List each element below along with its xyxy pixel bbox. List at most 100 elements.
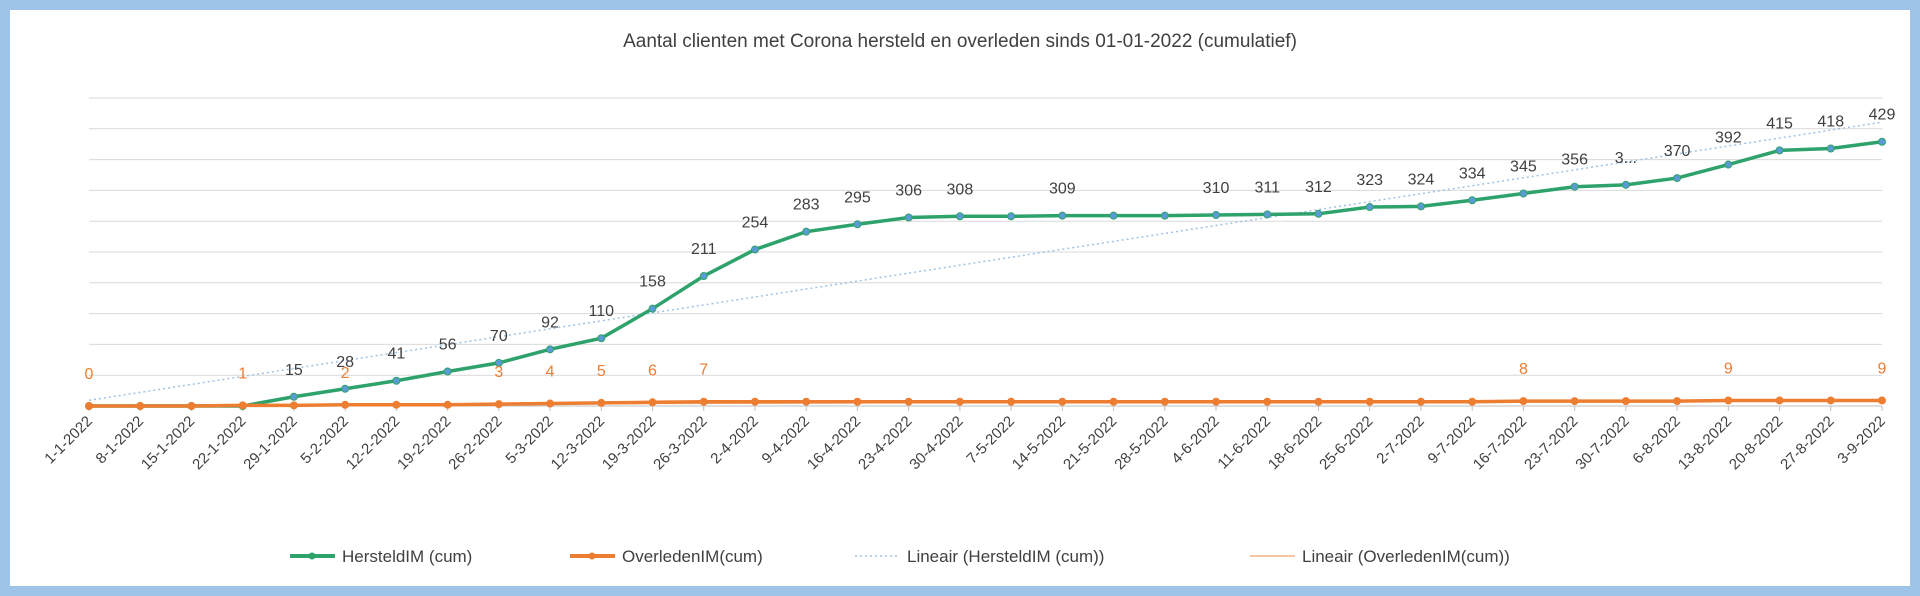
data-label: 310: [1203, 180, 1230, 197]
data-point: [1365, 397, 1374, 406]
data-label: 70: [490, 328, 508, 345]
data-point: [1314, 397, 1323, 406]
data-point: [1212, 211, 1221, 220]
data-point: [1468, 196, 1477, 205]
data-point: [1212, 397, 1221, 406]
data-label: 9: [1724, 360, 1733, 377]
data-label: 356: [1561, 152, 1588, 169]
data-point: [1365, 203, 1374, 212]
data-label: 283: [793, 197, 820, 214]
data-label: 254: [742, 215, 769, 232]
data-label: 418: [1817, 114, 1844, 131]
data-point: [1263, 397, 1272, 406]
data-point: [289, 401, 298, 410]
data-point: [904, 213, 913, 222]
data-point: [1621, 180, 1630, 189]
data-label: 56: [439, 337, 457, 354]
data-label: 323: [1356, 172, 1383, 189]
data-label: 308: [947, 181, 974, 198]
data-point: [699, 397, 708, 406]
data-point: [699, 272, 708, 281]
series-line: [89, 398, 1882, 408]
data-label: 5: [597, 363, 606, 380]
data-point: [1109, 211, 1118, 220]
data-point: [341, 400, 350, 409]
legend-marker: [588, 552, 596, 560]
data-point: [648, 304, 657, 313]
data-point: [1160, 211, 1169, 220]
legend-label: Lineair (HersteldIM (cum)): [907, 547, 1104, 566]
data-point: [955, 397, 964, 406]
data-label: 309: [1049, 181, 1076, 198]
data-label: 92: [541, 314, 559, 331]
data-label: 7: [699, 362, 708, 379]
data-point: [1007, 397, 1016, 406]
legend-label: OverledenIM(cum): [622, 547, 763, 566]
data-point: [597, 398, 606, 407]
data-point: [1416, 397, 1425, 406]
data-point: [1570, 397, 1579, 406]
data-point: [802, 227, 811, 236]
data-point: [1775, 146, 1784, 155]
data-point: [648, 398, 657, 407]
data-label: 15: [285, 362, 303, 379]
legend-label: HersteldIM (cum): [342, 547, 472, 566]
data-point: [392, 376, 401, 385]
data-label: 110: [589, 303, 615, 320]
data-point: [494, 358, 503, 367]
data-label: 4: [546, 364, 555, 381]
data-label: 334: [1459, 165, 1486, 182]
data-point: [750, 397, 759, 406]
data-point: [1519, 189, 1528, 198]
data-point: [392, 400, 401, 409]
data-label: 2: [341, 365, 350, 382]
data-point: [546, 345, 555, 354]
data-label: 9: [1878, 360, 1887, 377]
data-point: [1878, 137, 1886, 146]
data-point: [1775, 396, 1784, 405]
data-point: [1058, 397, 1067, 406]
data-point: [853, 220, 862, 229]
data-point: [85, 402, 93, 410]
data-point: [443, 367, 452, 376]
data-label: 0: [85, 366, 94, 383]
data-label: 295: [844, 189, 871, 206]
data-label: 6: [648, 362, 657, 379]
data-point: [238, 401, 247, 410]
data-point: [1826, 144, 1835, 153]
data-point: [1263, 210, 1272, 219]
legend-marker: [308, 552, 316, 560]
data-point: [136, 402, 145, 410]
data-label: 158: [639, 274, 666, 291]
data-point: [289, 392, 298, 401]
data-label: 312: [1305, 179, 1332, 196]
data-point: [1570, 182, 1579, 191]
data-point: [1468, 397, 1477, 406]
chart-title: Aantal clienten met Corona hersteld en o…: [623, 31, 1297, 52]
data-point: [1673, 397, 1682, 406]
data-point: [1416, 202, 1425, 211]
data-point: [955, 212, 964, 221]
data-point: [443, 400, 452, 409]
series-line: [89, 140, 1883, 408]
data-point: [341, 384, 350, 393]
data-point: [1519, 397, 1528, 406]
data-label: 3...: [1615, 150, 1637, 167]
data-label: 28: [336, 354, 354, 371]
data-point: [1724, 396, 1733, 405]
data-point: [1621, 397, 1630, 406]
data-label: 429: [1869, 107, 1896, 124]
legend-label: Lineair (OverledenIM(cum)): [1302, 547, 1510, 566]
data-point: [750, 245, 759, 254]
data-label: 306: [895, 183, 922, 200]
data-label: 392: [1715, 130, 1742, 147]
data-point: [546, 399, 555, 408]
data-point: [1878, 396, 1886, 405]
data-point: [802, 397, 811, 406]
data-point: [494, 400, 503, 409]
data-point: [597, 334, 606, 343]
data-point: [853, 397, 862, 406]
data-point: [1724, 160, 1733, 169]
